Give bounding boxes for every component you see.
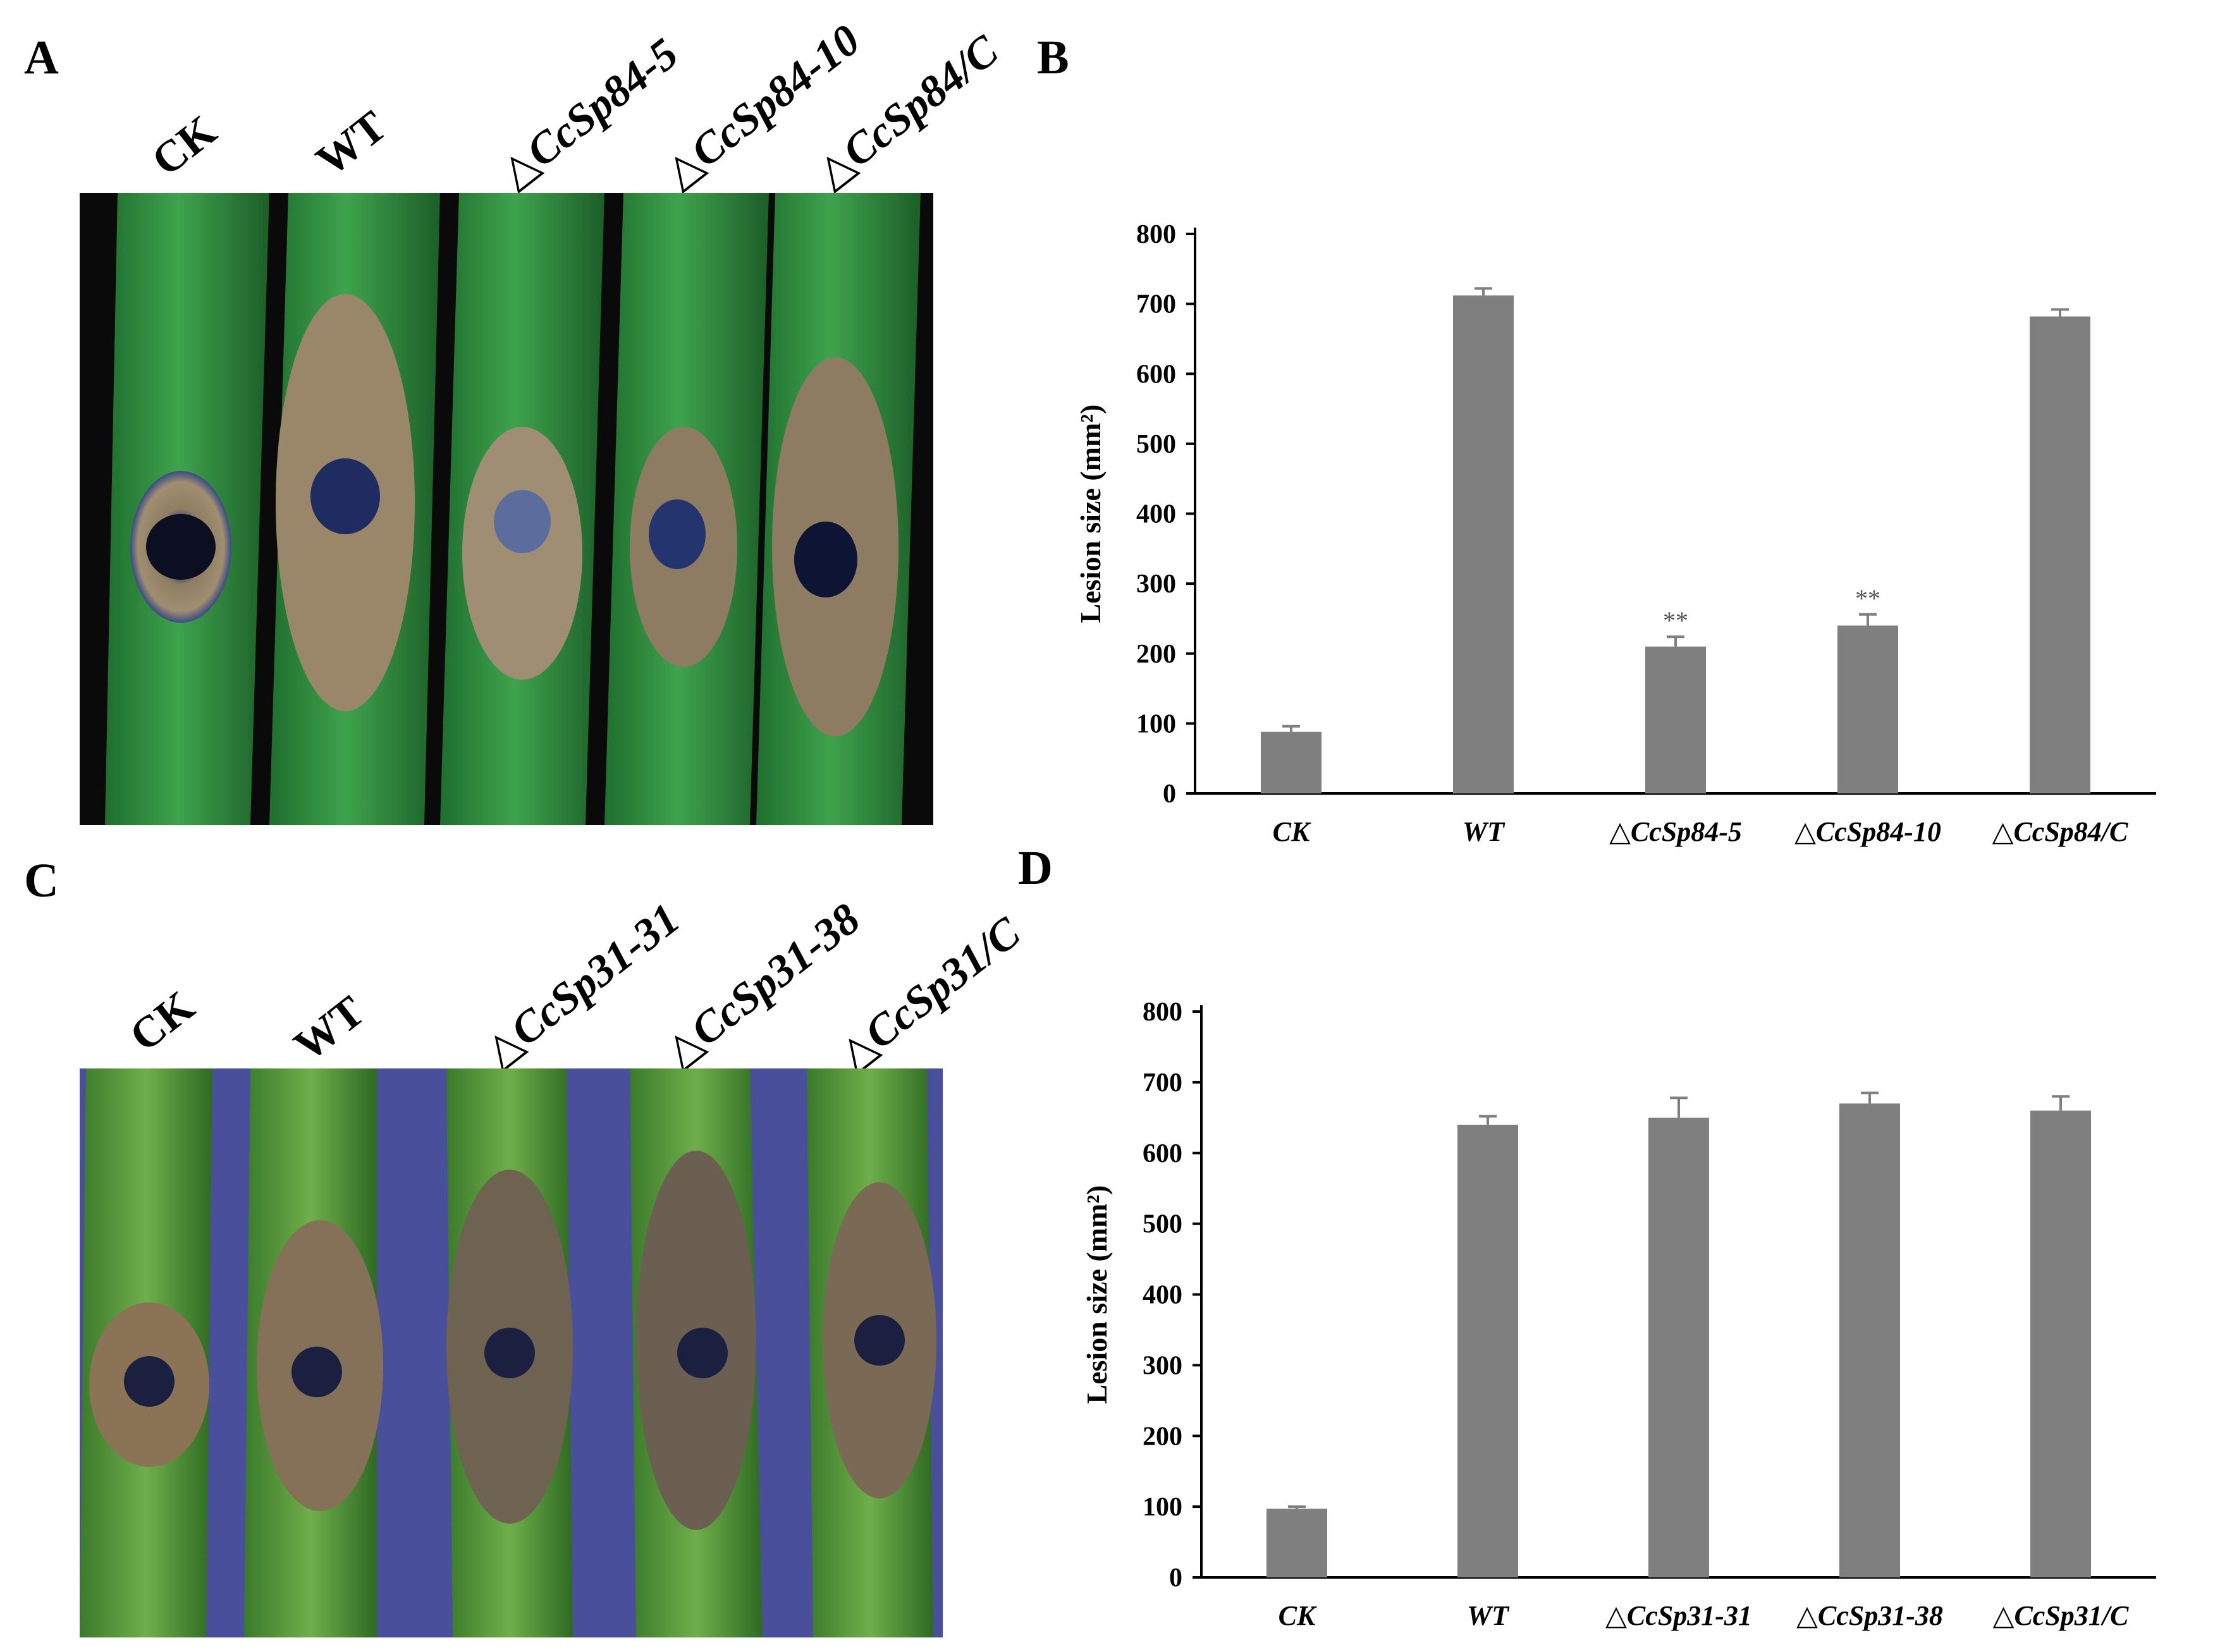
bar — [1645, 646, 1706, 793]
panel-letter-d: D — [1018, 841, 1053, 895]
bar — [2030, 316, 2090, 794]
y-tick-label: 100 — [1143, 1493, 1182, 1522]
bar — [2030, 1110, 2091, 1577]
panel-letter-a: A — [24, 31, 59, 84]
y-tick-label: 0 — [1163, 780, 1176, 809]
y-tick-label: 700 — [1136, 290, 1176, 319]
strain-label: WT — [307, 101, 396, 186]
bar — [1839, 1103, 1900, 1577]
category-label: CK — [1273, 816, 1311, 847]
y-tick-label: 200 — [1143, 1422, 1182, 1451]
lesion-photo-a-graphic — [80, 193, 933, 825]
bar — [1457, 1125, 1518, 1577]
category-label: △CcSp84-5 — [1609, 816, 1742, 847]
strain-label: CK — [121, 982, 204, 1062]
strain-label: WT — [285, 986, 374, 1071]
y-tick-label: 500 — [1143, 1210, 1182, 1239]
strain-label: △CcSp31-31 — [475, 894, 689, 1077]
y-tick-label: 300 — [1136, 570, 1176, 599]
strain-label: CK — [143, 106, 226, 186]
lesion-photo-a — [80, 193, 933, 825]
y-axis-label: Lesion size (mm²) — [1081, 1185, 1113, 1404]
y-tick-label: 700 — [1143, 1068, 1182, 1098]
y-tick-label: 0 — [1169, 1563, 1182, 1593]
category-label: △CcSp84/C — [1992, 816, 2128, 847]
category-label: △CcSp31/C — [1993, 1600, 2129, 1631]
y-tick-label: 600 — [1143, 1139, 1182, 1168]
bar-chart-d: 0 100 200 300 400 500 600 700 800 Lesion size (mm… — [1081, 998, 2156, 1631]
y-tick-label: 400 — [1136, 500, 1176, 529]
y-tick-label: 400 — [1143, 1281, 1182, 1310]
strain-label: △CcSp84-5 — [491, 29, 687, 198]
significance-label: ** — [1663, 606, 1688, 635]
category-label: △CcSp84-10 — [1794, 816, 1941, 847]
category-label: WT — [1467, 1600, 1510, 1631]
y-tick-label: 300 — [1143, 1351, 1182, 1380]
category-label: WT — [1463, 816, 1506, 847]
bar — [1648, 1117, 1709, 1577]
category-label: △CcSp31-31 — [1605, 1600, 1752, 1631]
category-label: CK — [1279, 1600, 1317, 1631]
bar — [1266, 1508, 1327, 1577]
y-tick-label: 100 — [1136, 709, 1176, 738]
y-tick-label: 800 — [1136, 220, 1176, 249]
significance-label: ** — [1855, 584, 1880, 613]
y-tick-label: 200 — [1136, 640, 1176, 669]
lesion-photo-c-graphic — [80, 1068, 943, 1637]
panel-letter-c: C — [24, 854, 59, 907]
panel-letter-b: B — [1037, 31, 1069, 84]
bar-chart-b: 0 100 200 300 400 500 600 700 800 Lesion size (mm… — [1074, 220, 2156, 847]
y-tick-label: 500 — [1136, 430, 1176, 459]
y-axis-label: Lesion size (mm²) — [1074, 405, 1107, 623]
category-label: △CcSp31-38 — [1796, 1600, 1943, 1631]
bar — [1453, 295, 1514, 794]
y-tick-label: 800 — [1143, 998, 1182, 1027]
y-tick-label: 600 — [1136, 360, 1176, 389]
bar — [1261, 731, 1322, 793]
lesion-photo-c — [80, 1068, 943, 1637]
bar — [1837, 625, 1898, 793]
